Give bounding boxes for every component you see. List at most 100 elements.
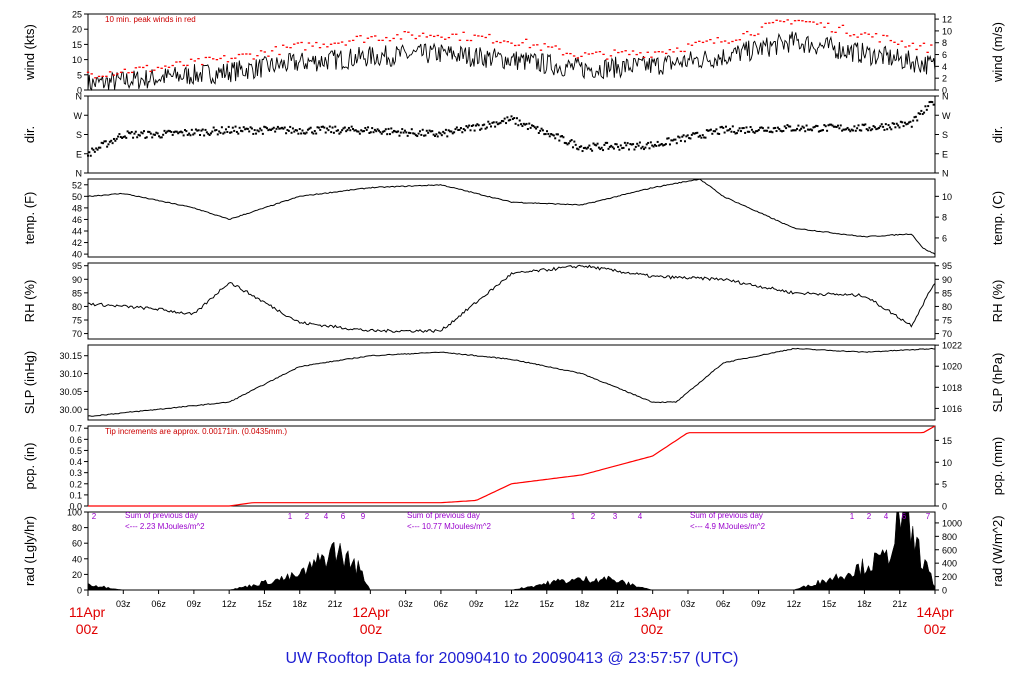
- rh-left-tick-label: 95: [72, 261, 82, 271]
- slp-line: [87, 347, 936, 417]
- rh-ylabel-left: RH (%): [22, 280, 37, 323]
- wind-right-tick-label: 2: [942, 74, 947, 84]
- wind-ylabel-left: wind (kts): [22, 24, 37, 81]
- pcp-left-tick-label: 0.4: [69, 457, 82, 467]
- slp-right-tick-label: 1016: [942, 404, 962, 414]
- date-label-11apr: 11Apr 00z: [57, 604, 117, 638]
- rad-left-tick-label: 80: [72, 523, 82, 533]
- pcp-left-tick-label: 0.1: [69, 490, 82, 500]
- wind-peak-note: 10 min. peak winds in red: [105, 15, 196, 24]
- rad-right-tick-label: 800: [942, 532, 957, 542]
- pcp-left-tick-label: 0.6: [69, 435, 82, 445]
- rh-ylabel-right: RH (%): [990, 280, 1005, 323]
- rad-day-sum-line1: Sum of previous day: [690, 511, 763, 520]
- dir-right-tick-label: S: [942, 130, 948, 140]
- pcp-right-tick-label: 10: [942, 458, 952, 468]
- x-tick-label: 03z: [681, 599, 696, 609]
- temp-right-tick-label: 10: [942, 192, 952, 202]
- rad-tip-mark: 6: [902, 512, 907, 521]
- wind-left-tick-label: 20: [72, 25, 82, 35]
- temp-right-tick-label: 6: [942, 233, 947, 243]
- slp-ylabel-left: SLP (inHg): [22, 351, 37, 414]
- dir-left-tick-label: W: [74, 111, 83, 121]
- rad-tip-mark: 2: [305, 512, 310, 521]
- rad-tip-mark: 9: [361, 512, 366, 521]
- slp-right-tick-label: 1018: [942, 383, 962, 393]
- panel-slp: 30.00 30.05 30.10 30.15 1016 1018 1020 1022 SLP …: [22, 341, 1005, 421]
- rad-day-sum-line2: <--- 4.9 MJoules/m^2: [690, 522, 766, 531]
- dir-right-tick-label: N: [942, 92, 949, 102]
- rh-left-tick-label: 80: [72, 302, 82, 312]
- wind-left-tick-label: 0: [77, 86, 82, 96]
- rad-right-tick-label: 1000: [942, 518, 962, 528]
- rad-tip-mark: 4: [324, 512, 329, 521]
- pcp-left-tick-label: 0.2: [69, 479, 82, 489]
- x-tick-label: 15z: [257, 599, 272, 609]
- dir-left-tick-label: S: [76, 130, 82, 140]
- dir-left-tick-label: E: [76, 149, 82, 159]
- rad-right-tick-label: 600: [942, 545, 957, 555]
- pcp-left-tick-label: 0.0: [69, 502, 82, 512]
- rad-day-sum-line2: <--- 2.23 MJoules/m^2: [125, 522, 205, 531]
- rad-tip-mark: 2: [867, 512, 872, 521]
- pcp-line: [88, 425, 936, 507]
- date-label-12apr-date: 12Apr: [352, 604, 390, 620]
- rad-right-tick-label: 200: [942, 572, 957, 582]
- wind-left-tick-label: 10: [72, 55, 82, 65]
- rh-line: [87, 264, 936, 333]
- date-label-14apr-hour: 00z: [923, 621, 947, 637]
- pcp-right-tick-label: 15: [942, 436, 952, 446]
- temp-ylabel-right: temp. (C): [990, 191, 1005, 245]
- rh-left-tick-label: 75: [72, 316, 82, 326]
- x-tick-label: 18z: [292, 599, 307, 609]
- slp-left-tick-label: 30.10: [59, 369, 82, 379]
- rad-left-tick-label: 0: [77, 586, 82, 596]
- rad-left-tick-label: 60: [72, 539, 82, 549]
- dir-ylabel-right: dir.: [990, 126, 1005, 143]
- temp-frame: [87, 178, 936, 258]
- wind-right-tick-label: 4: [942, 62, 947, 72]
- x-tick-label: 12z: [504, 599, 519, 609]
- rad-tip-mark: 1: [850, 512, 855, 521]
- x-tick-label: 09z: [187, 599, 202, 609]
- rad-right-tick-label: 0: [942, 586, 947, 596]
- rad-tip-mark: 1: [288, 512, 293, 521]
- rh-left-tick-label: 85: [72, 288, 82, 298]
- rad-left-tick-label: 40: [72, 554, 82, 564]
- x-tick-label: 06z: [434, 599, 449, 609]
- wind-right-tick-label: 12: [942, 15, 952, 25]
- rad-day-sum-line1: Sum of previous day: [407, 511, 480, 520]
- slp-right-tick-label: 1022: [942, 341, 962, 351]
- x-tick-label: 06z: [151, 599, 166, 609]
- rh-right-tick-label: 80: [942, 302, 952, 312]
- date-label-13apr: 13Apr 00z: [622, 604, 682, 638]
- temp-left-tick-label: 52: [72, 180, 82, 190]
- dir-right-tick-label: N: [942, 169, 949, 179]
- x-tick-label: 15z: [540, 599, 555, 609]
- date-label-14apr: 14Apr 00z: [905, 604, 965, 638]
- temp-left-tick-label: 40: [72, 250, 82, 260]
- date-label-12apr-hour: 00z: [359, 621, 383, 637]
- rad-left-tick-label: 100: [67, 508, 82, 518]
- rh-left-tick-label: 90: [72, 275, 82, 285]
- rad-left-tick-label: 20: [72, 570, 82, 580]
- wind-right-tick-label: 10: [942, 26, 952, 36]
- x-tick-label: 12z: [787, 599, 802, 609]
- x-tick-label: 06z: [716, 599, 731, 609]
- slp-left-tick-label: 30.00: [59, 405, 82, 415]
- rad-tip-mark: 6: [341, 512, 346, 521]
- dir-left-tick-label: N: [76, 92, 83, 102]
- rad-day-sum-line1: Sum of previous day: [125, 511, 198, 520]
- x-tick-label: 15z: [822, 599, 837, 609]
- wind-left-tick-label: 5: [77, 70, 82, 80]
- pcp-tip-note: Tip increments are approx. 0.00171in. (0…: [105, 427, 287, 436]
- dir-right-tick-label: E: [942, 149, 948, 159]
- page-title: UW Rooftop Data for 20090410 to 20090413…: [285, 650, 739, 667]
- rad-tip-mark: 3: [613, 512, 618, 521]
- wind-right-tick-label: 0: [942, 86, 947, 96]
- slp-left-tick-label: 30.15: [59, 351, 82, 361]
- wind-right-tick-label: 8: [942, 38, 947, 48]
